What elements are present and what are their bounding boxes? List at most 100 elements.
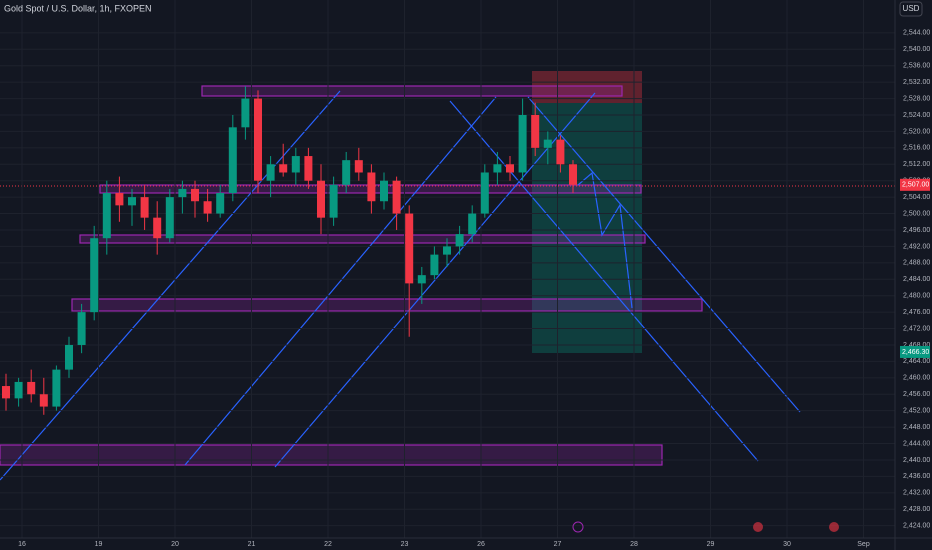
price-tag-label: 2,507.00 [902,182,929,189]
trend-line [0,90,341,481]
symbol-title: Gold Spot / U.S. Dollar, 1h, FXOPEN [4,3,152,13]
candle-body [140,197,149,218]
y-tick-label: 2,524.00 [903,112,930,119]
candle-body [228,127,237,194]
candle-body [291,156,300,173]
candle-body [178,188,187,198]
x-tick-label: 30 [783,541,791,548]
candle-body [14,381,23,399]
zone [79,234,646,244]
candle-body [39,394,48,407]
y-tick-label: 2,464.00 [903,358,930,365]
y-tick-label: 2,452.00 [903,408,930,415]
candle-body [317,180,325,218]
price-tag-label: 2,466.30 [902,349,929,356]
y-tick-label: 2,468.00 [903,342,930,349]
candle-body [569,164,577,185]
x-tick-label: 19 [95,541,103,548]
candle-body [153,217,162,239]
candle-body [165,197,174,239]
x-tick-label: 26 [477,541,485,548]
y-tick-label: 2,504.00 [903,194,930,201]
candle-body [27,381,36,395]
y-tick-label: 2,500.00 [903,210,930,217]
candle-body [52,369,61,407]
y-tick-label: 2,480.00 [903,293,930,300]
currency: USD [903,4,920,13]
y-tick-label: 2,520.00 [903,128,930,135]
x-tick-label: 20 [171,541,179,548]
y-tick-label: 2,516.00 [903,145,930,152]
zone [71,298,703,312]
candle-body [342,160,351,185]
x-tick-label: 16 [18,541,26,548]
stop-zone [532,71,642,103]
drawings [0,71,895,481]
y-tick-label: 2,540.00 [903,46,930,53]
price-tag [900,345,930,358]
y-tick-label: 2,544.00 [903,30,930,37]
candle-body [77,312,86,345]
y-tick-label: 2,528.00 [903,95,930,102]
candle-body [455,234,464,247]
x-tick-label: 27 [554,541,562,548]
candle-body [506,164,514,173]
candle-body [493,164,502,173]
y-tick-label: 2,496.00 [903,227,930,234]
y-tick-label: 2,444.00 [903,440,930,447]
x-tick-label: 22 [324,541,332,548]
trend-line [449,100,759,462]
candle-body [417,275,426,284]
x-tick-label: 21 [248,541,256,548]
candle-body [2,386,10,399]
y-tick-label: 2,436.00 [903,473,930,480]
candle-body [203,201,212,214]
candle-body [392,180,401,214]
candle-body [380,180,388,202]
event-icon [829,522,839,532]
candle-body [304,156,313,181]
zone [0,444,663,466]
candle-body [266,164,275,181]
candle-body [115,193,124,206]
y-tick-label: 2,476.00 [903,309,930,316]
y-tick-label: 2,456.00 [903,391,930,398]
x-tick-label: Sep [857,541,870,548]
event-icon [753,522,763,532]
y-tick-label: 2,492.00 [903,243,930,250]
candle-body [102,193,111,239]
candle-body [518,114,527,173]
y-tick-label: 2,532.00 [903,79,930,86]
candle-body [354,160,363,173]
event-icon [572,521,584,533]
candle-body [65,344,73,370]
y-tick-label: 2,428.00 [903,506,930,513]
candle-body [480,172,489,214]
y-tick-label: 2,472.00 [903,325,930,332]
candle-body [279,164,288,173]
y-tick-label: 2,424.00 [903,523,930,530]
trend-line [527,96,801,413]
candle-body [241,98,250,128]
candle-body [556,139,565,165]
x-tick-label: 29 [707,541,715,548]
candle-body [191,188,199,202]
candle-body [443,246,451,255]
projection [577,171,633,309]
zone [201,85,623,97]
candle-body [430,254,439,276]
y-tick-label: 2,488.00 [903,260,930,267]
candle-body [128,197,136,206]
candle-body [90,238,99,313]
candle-body [329,184,338,218]
candle-body [367,172,376,202]
y-tick-label: 2,440.00 [903,457,930,464]
y-tick-label: 2,536.00 [903,63,930,70]
candle-body [468,213,477,235]
y-tick-label: 2,460.00 [903,375,930,382]
y-tick-label: 2,432.00 [903,490,930,497]
candle-body [254,98,262,181]
y-tick-label: 2,484.00 [903,276,930,283]
y-tick-label: 2,512.00 [903,161,930,168]
x-tick-label: 28 [630,541,638,548]
